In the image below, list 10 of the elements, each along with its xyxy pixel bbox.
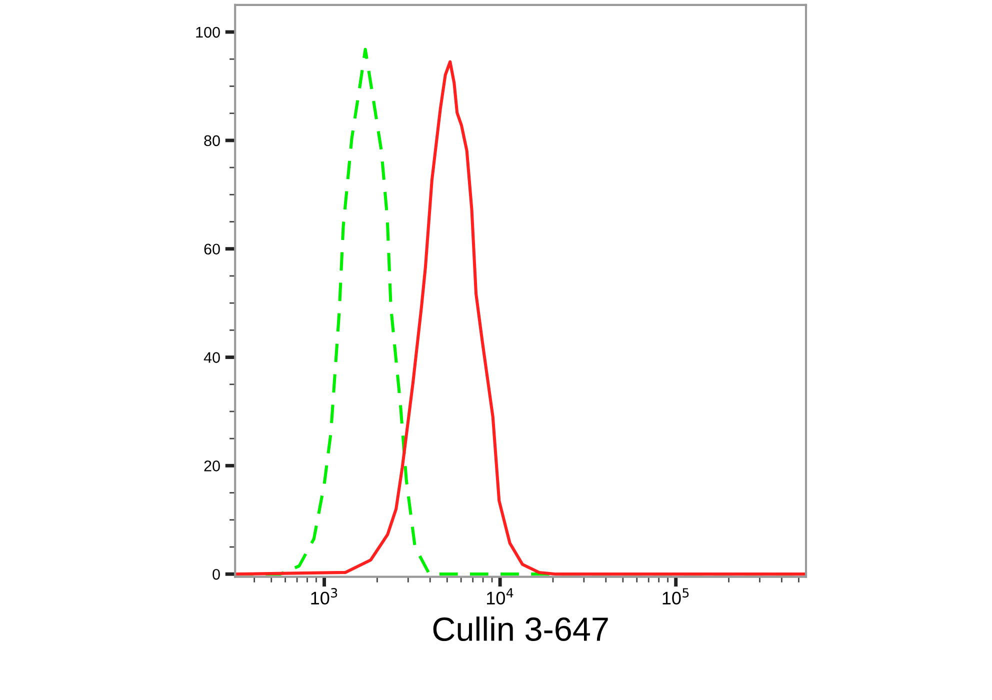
y-tick-label: 0 [212,568,220,580]
x-tick-label: 10$^{4}$ [486,588,514,605]
y-tick-label: 100 [196,26,220,38]
y-tick-label: 40 [204,352,220,363]
y-tick-label: 60 [204,244,220,255]
x-tick-label: 10$^{5}$ [662,588,689,605]
x-tick-label: 10$^{3}$ [311,588,338,605]
y-tick-label: 80 [204,135,220,146]
x-axis-title: Cullin 3-647 [433,616,608,642]
y-tick-label: 20 [204,460,220,472]
